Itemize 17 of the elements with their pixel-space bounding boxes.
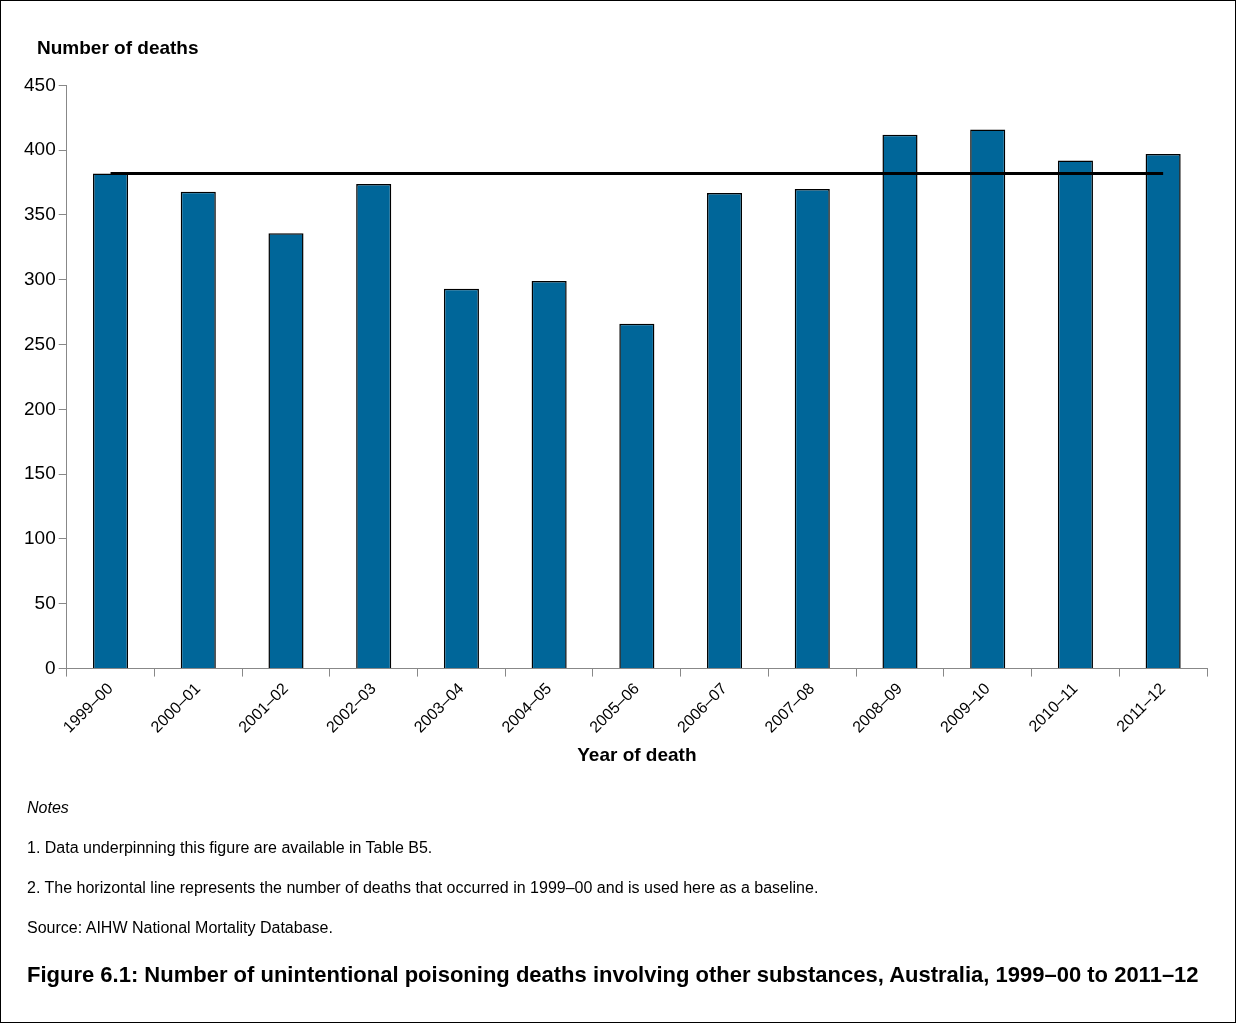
text: Notes [27, 798, 69, 816]
source-note: Source: AIHW National Mortality Database. [27, 918, 333, 936]
x-axis-title: Year of death [577, 743, 697, 765]
y-tick-label: 50 [34, 592, 56, 614]
y-tick-label: 250 [24, 332, 56, 354]
y-tick-label: 350 [24, 203, 56, 225]
y-tick-label: 200 [24, 397, 56, 419]
y-tick-label: 100 [24, 527, 56, 549]
y-tick-label: 150 [24, 462, 56, 484]
y-tick-label: 400 [24, 138, 56, 160]
text: 1. Data underpinning this figure are available in Table B5. [27, 838, 433, 856]
y-tick-label: 0 [45, 656, 56, 678]
y-tick-label: 300 [24, 268, 56, 290]
text: Figure 6.1: Number of unintentional poisoning deaths involving other substances, Australia, 1999–00 to 2011–12 [27, 961, 1200, 988]
y-axis-title: Number of deaths [37, 37, 199, 59]
text: 2. The horizontal line represents the number of deaths that occurred in 1999–00 and is used here as a baseline. [27, 878, 819, 896]
y-tick-label: 450 [24, 73, 56, 95]
